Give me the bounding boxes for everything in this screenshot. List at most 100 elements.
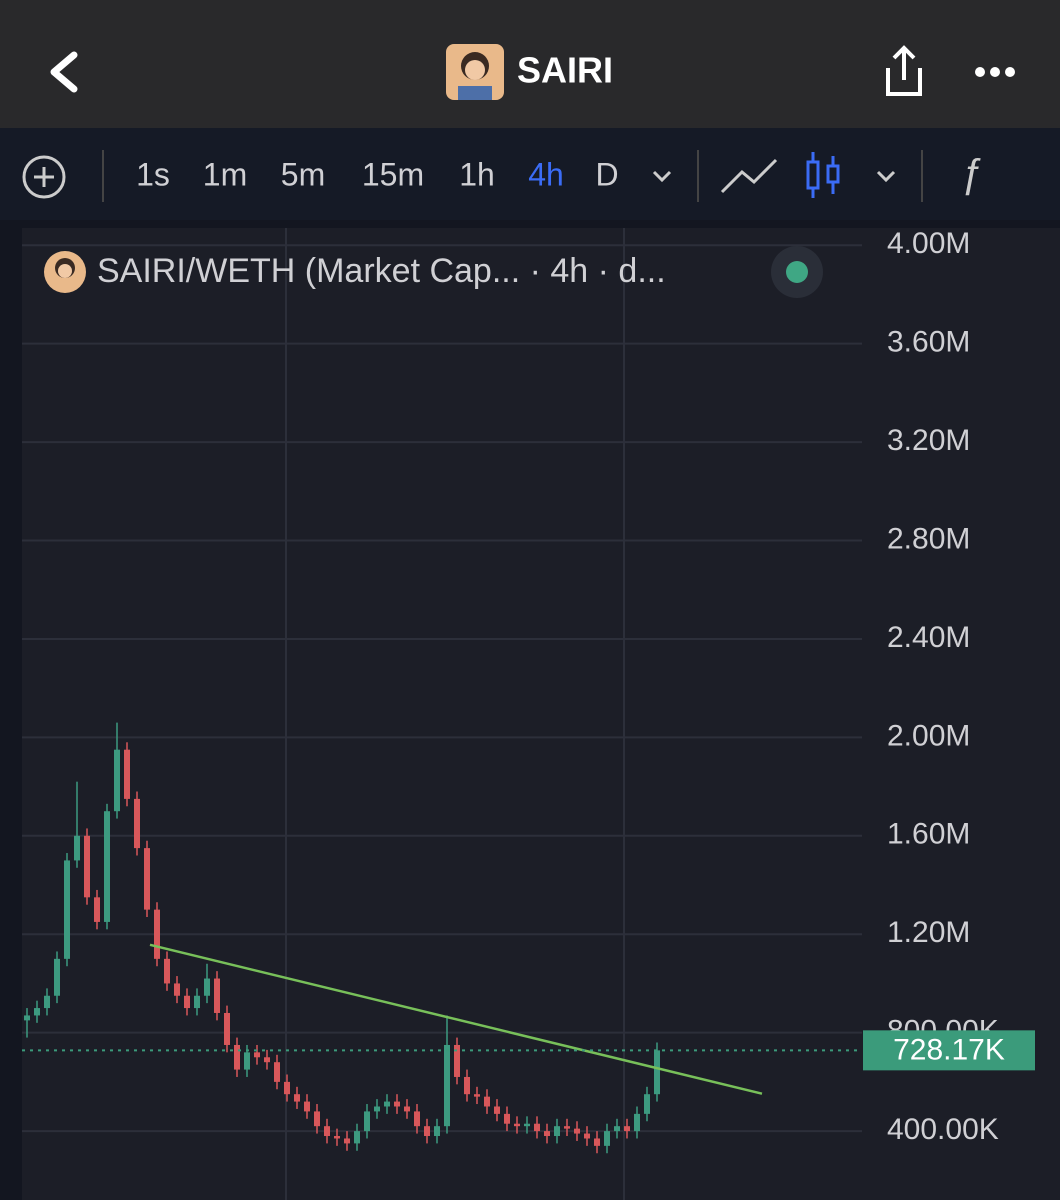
interval-button[interactable]: 1s [136,156,170,192]
candle-body [44,995,50,1009]
y-tick-label: 2.40M [887,621,970,654]
y-tick-label: 1.20M [887,916,970,949]
plot: 400.00K800.00K1.20M1.60M2.00M2.40M2.80M3… [22,227,1035,1200]
candle-body [584,1133,590,1139]
title: SAIRI [517,50,613,91]
candle-body [374,1106,380,1112]
candle-body [324,1126,330,1137]
candle-body [454,1044,460,1077]
candle-body [424,1126,430,1137]
toolbar [0,128,1060,220]
candle-body [144,848,150,910]
indicator-button[interactable]: ƒ [960,152,982,198]
candle-body [624,1126,630,1132]
y-tick-label: 2.00M [887,719,970,752]
y-tick-label: 3.60M [887,326,970,359]
interval-button[interactable]: 1m [203,156,247,192]
candle-body [154,909,160,959]
current-price-box [863,1030,1035,1071]
candle-body [524,1123,530,1127]
candle-body [334,1136,340,1139]
candle-body [394,1101,400,1107]
y-tick-label: 4.00M [887,227,970,260]
interval-button[interactable]: 5m [281,156,325,192]
candle-body [204,978,210,996]
dropdown[interactable] [876,170,896,183]
candle-body [194,995,200,1009]
candle-body [264,1057,270,1063]
candle-body [474,1094,480,1097]
line-chart-button[interactable] [720,158,778,194]
y-tick-label: 2.80M [887,522,970,555]
candle-body [614,1126,620,1132]
candle-body [284,1081,290,1095]
candle-body [444,1044,450,1127]
candle-body [344,1138,350,1144]
candle-body [564,1126,570,1129]
interval-button[interactable]: 1h [459,156,495,192]
candle-body [214,978,220,1013]
candle-body [314,1111,320,1127]
current-price-label: 728.17K [893,1033,1005,1066]
candle-body [304,1101,310,1112]
candle-body [294,1094,300,1102]
candle-body [164,958,170,984]
candle-body [434,1126,440,1137]
candle-body [414,1111,420,1127]
candle-body [634,1113,640,1132]
y-tick-label: 3.20M [887,424,970,457]
candle-body [534,1123,540,1132]
top-bar [0,0,1060,128]
candle-body [234,1044,240,1070]
candle-body [94,897,100,922]
interval-button[interactable]: 15m [362,156,424,192]
candle-body [104,811,110,922]
candle-body [224,1012,230,1045]
candle-body [354,1131,360,1144]
candle-body [84,835,90,898]
candle-body [504,1113,510,1124]
candle-chart-button[interactable] [806,152,840,198]
candle-body [364,1111,370,1132]
candle-body [554,1126,560,1137]
candle-body [114,749,120,812]
candle-body [274,1062,280,1082]
candle-body [404,1106,410,1112]
candle-body [594,1138,600,1146]
candle-body [124,749,130,799]
candle-body [74,835,80,861]
add-button[interactable] [22,155,66,199]
candle-body [544,1131,550,1137]
share-button[interactable] [886,45,922,96]
avatar [446,44,504,100]
y-tick-label: 1.60M [887,818,970,851]
trendline [149,943,763,1095]
more-button[interactable] [975,67,1015,77]
candle-body [174,983,180,996]
candle-body [464,1076,470,1095]
candle-body [654,1050,660,1095]
candle-body [254,1052,260,1058]
candle-body [184,995,190,1009]
interval-button[interactable]: 4h [528,156,564,192]
back-button[interactable] [50,51,78,93]
dropdown[interactable] [652,170,672,183]
candle-body [24,1015,30,1021]
candle-body [64,860,70,959]
candle-body [384,1101,390,1107]
candle-body [244,1052,250,1070]
candle-body [494,1106,500,1114]
legend-title: SAIRI/WETH (Market Cap... · 4h · d... [97,252,666,290]
candle-body [134,798,140,849]
candle-body [484,1096,490,1107]
y-tick-label: 400.00K [887,1113,999,1146]
candle-body [604,1131,610,1146]
candle-body [54,958,60,996]
candle-body [34,1008,40,1016]
interval-button[interactable]: D [595,156,618,192]
candle-body [644,1094,650,1114]
candle-body [514,1123,520,1127]
legend: SAIRI/WETH (Market Cap... · 4h · d... [44,246,823,298]
candle-body [574,1128,580,1134]
